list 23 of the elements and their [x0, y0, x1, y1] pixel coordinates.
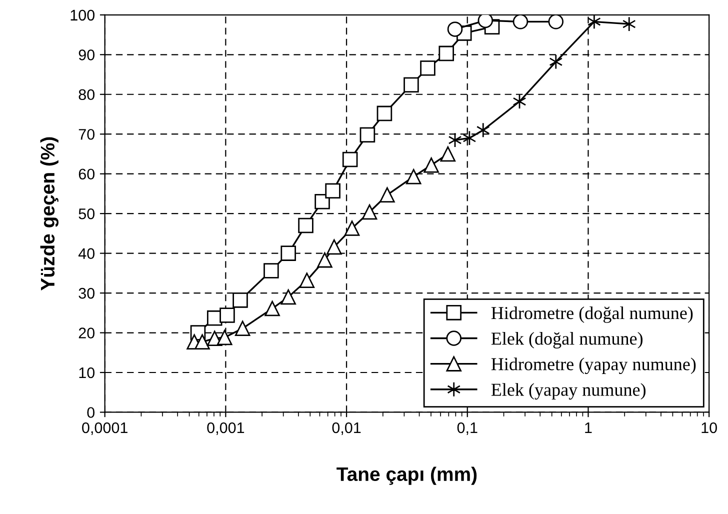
y-tick-label: 60 — [78, 168, 95, 180]
legend-label: Elek (doğal numune) — [491, 332, 643, 348]
x-tick-label: 0,01 — [332, 422, 361, 435]
y-tick-label: 80 — [78, 89, 95, 100]
y-tick-label: 40 — [78, 248, 95, 259]
y-tick-label: 70 — [78, 128, 95, 140]
x-axis-title: Tane çapı (mm) — [336, 466, 477, 485]
y-tick-label: 100 — [70, 10, 95, 21]
legend-label: Elek (yapay numune) — [491, 383, 646, 400]
y-axis-title: Yüzde geçen (%) — [40, 137, 59, 290]
x-tick-label: 0,0001 — [82, 422, 128, 435]
x-tick-label: 1 — [585, 422, 592, 434]
legend-label: Hidrometre (doğal numune) — [491, 306, 693, 323]
x-tick-label: 0,001 — [207, 422, 244, 435]
y-tick-label: 10 — [79, 367, 95, 378]
y-tick-label: 90 — [78, 50, 95, 60]
y-tick-label: 50 — [78, 208, 95, 220]
legend-label: Hidrometre (yapay numune) — [491, 358, 696, 374]
y-tick-label: 20 — [78, 328, 95, 338]
x-tick-label: 0,1 — [457, 422, 478, 435]
y-tick-label: 30 — [78, 288, 95, 299]
x-tick-label: 10 — [702, 422, 717, 434]
y-tick-label: 0 — [87, 407, 95, 418]
